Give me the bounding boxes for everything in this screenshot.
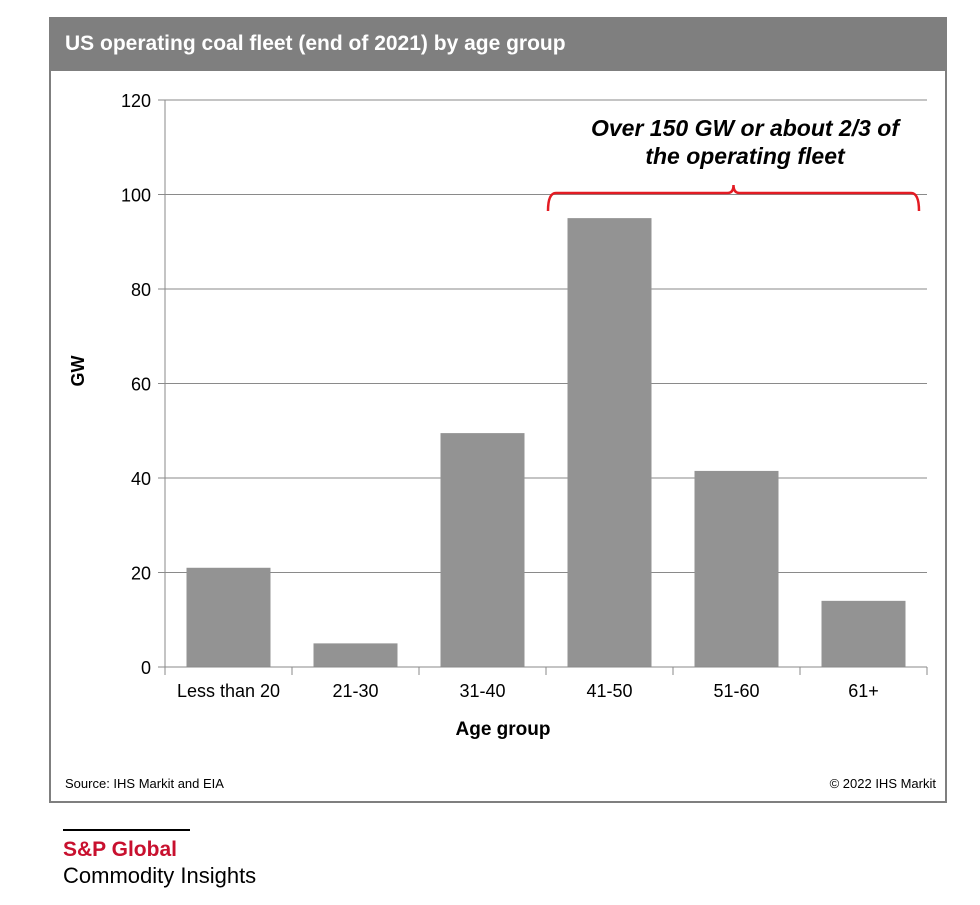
brand-logo: S&P Global Commodity Insights — [63, 829, 256, 889]
y-tick-label: 60 — [131, 375, 151, 395]
axes — [158, 99, 928, 675]
bar-chart: 0 20 40 60 80 100 120 Less than 20 21-30 31-40 41-… — [68, 91, 928, 740]
annotation-line-1: Over 150 GW or about 2/3 of — [591, 115, 901, 141]
source-note: Source: IHS Markit and EIA — [65, 776, 224, 791]
bar — [694, 470, 779, 667]
x-tick-label: 51-60 — [713, 681, 759, 701]
y-tick-label: 80 — [131, 280, 151, 300]
x-tick-label: Less than 20 — [177, 681, 280, 701]
x-tick-label: 31-40 — [459, 681, 505, 701]
grid-lines — [165, 99, 927, 573]
title-bar: US operating coal fleet (end of 2021) by… — [51, 19, 945, 71]
labels: 0 20 40 60 80 100 120 Less than 20 21-30 31-40 41-… — [121, 91, 879, 701]
y-tick-label: 0 — [141, 658, 151, 678]
x-tick-label: 21-30 — [332, 681, 378, 701]
brand-name: S&P Global — [63, 838, 177, 861]
x-tick-label: 41-50 — [586, 681, 632, 701]
bar — [313, 643, 398, 667]
y-axis-title: GW — [68, 355, 88, 386]
annotation-line-2: the operating fleet — [645, 143, 846, 169]
annotation-brace — [546, 184, 921, 212]
y-tick-label: 40 — [131, 469, 151, 489]
x-tick-label: 61+ — [848, 681, 879, 701]
bar — [440, 433, 525, 667]
bars — [186, 218, 906, 667]
bar — [567, 218, 652, 667]
x-axis-title: Age group — [456, 719, 551, 740]
brand-subtitle: Commodity Insights — [63, 863, 257, 888]
y-tick-label: 100 — [121, 186, 151, 206]
chart-title: US operating coal fleet (end of 2021) by… — [65, 32, 566, 55]
copyright-note: © 2022 IHS Markit — [829, 776, 936, 791]
y-tick-label: 120 — [121, 91, 151, 111]
bar — [186, 567, 271, 667]
brand-rule — [63, 829, 190, 831]
y-tick-label: 20 — [131, 564, 151, 584]
bar — [821, 600, 906, 667]
chart-frame: US operating coal fleet (end of 2021) by… — [49, 17, 947, 803]
